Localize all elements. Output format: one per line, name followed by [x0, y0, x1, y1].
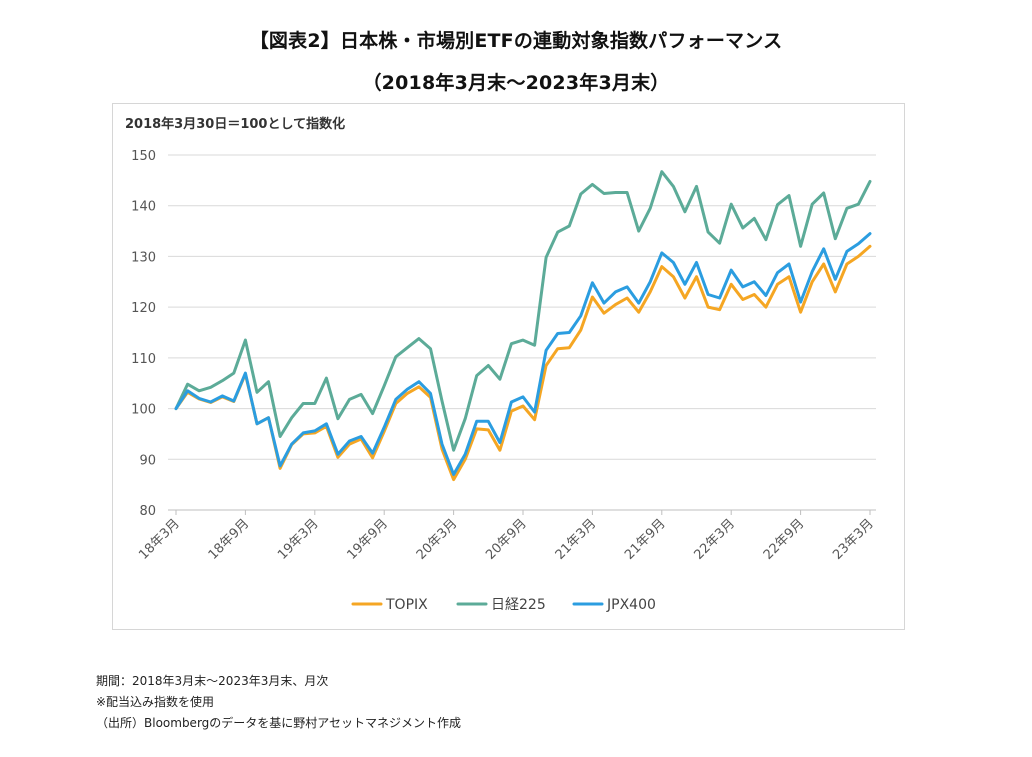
x-tick-label: 21年3月: [553, 516, 600, 563]
x-tick-label: 22年3月: [691, 516, 738, 563]
y-tick-label: 130: [131, 250, 156, 265]
chart-area: [112, 103, 905, 630]
footnote-note: ※配当込み指数を使用: [96, 695, 215, 709]
legend-label: TOPIX: [385, 597, 428, 613]
x-tick-label: 21年9月: [622, 516, 669, 563]
y-tick-label: 140: [131, 200, 156, 215]
chart-title: 【図表2】日本株・市場別ETFの連動対象指数パフォーマンス: [249, 30, 783, 52]
footnotes: 期間：2018年3月末～2023年3月末、月次 ※配当込み指数を使用 （出所）B…: [96, 671, 461, 734]
x-tick-label: 22年9月: [761, 516, 808, 563]
series-line-JPX400: [174, 232, 872, 476]
series-line-TOPIX: [174, 244, 872, 482]
x-tick-label: 19年9月: [344, 516, 391, 563]
series-lines: [174, 170, 872, 482]
chart-subtitle: （2018年3月末～2023年3月末）: [362, 72, 670, 94]
chart-note: 2018年3月30日＝100として指数化: [125, 116, 345, 132]
x-tick-label: 19年3月: [275, 516, 322, 563]
x-tick-label: 20年3月: [414, 516, 461, 563]
legend-label: 日経225: [491, 597, 546, 613]
footnote-period: 期間：2018年3月末～2023年3月末、月次: [96, 674, 329, 688]
y-tick-label: 110: [131, 352, 156, 367]
gridlines: [168, 154, 876, 511]
x-tick-label: 20年9月: [483, 516, 530, 563]
y-axis: 80 90 100 110 120 130 140 150: [131, 149, 156, 519]
y-tick-label: 90: [139, 453, 156, 468]
series-line-日経225: [174, 170, 872, 452]
y-tick-label: 80: [139, 504, 156, 519]
footnote-source: （出所）Bloombergのデータを基に野村アセットマネジメント作成: [96, 716, 462, 730]
legend-label: JPX400: [606, 597, 656, 613]
x-tick-label: 18年3月: [136, 516, 183, 563]
y-tick-label: 100: [131, 403, 156, 418]
x-tick-label: 23年3月: [830, 516, 877, 563]
x-axis: 18年3月 18年9月 19年3月 19年9月 20年3月 20年9月 21年3月 21年9月…: [136, 510, 877, 563]
y-tick-label: 150: [131, 149, 156, 164]
legend: TOPIX 日経225 JPX400: [351, 597, 656, 613]
x-tick-label: 18年9月: [206, 516, 253, 563]
y-tick-label: 120: [131, 301, 156, 316]
